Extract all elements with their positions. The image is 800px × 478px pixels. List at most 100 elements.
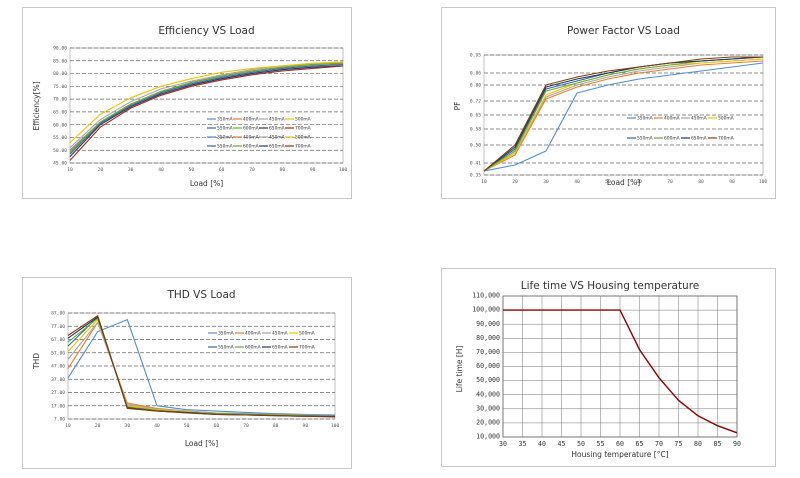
legend-label: 700mA (299, 345, 315, 351)
x-tick-label: 10 (67, 167, 73, 173)
y-tick-label: 27.00 (51, 390, 65, 396)
x-tick-label: 10 (65, 423, 71, 429)
legend-label: 450mA (272, 331, 288, 337)
legend-label: 600mA (245, 345, 261, 351)
x-tick-label: 100 (331, 423, 340, 429)
legend-label: 400mA (243, 135, 259, 141)
legend-label: 400mA (664, 116, 680, 122)
y-tick-label: 70,000 (476, 348, 500, 356)
y-tick-label: 10,000 (476, 433, 500, 441)
y-tick-label: 60.00 (53, 122, 67, 128)
y-tick-label: 40,000 (476, 390, 500, 398)
legend-label: 500mA (299, 331, 315, 337)
x-tick-label: 90 (303, 423, 309, 429)
y-tick-label: 0.72 (470, 99, 481, 105)
legend-label: 500mA (295, 117, 311, 123)
x-tick-label: 30 (499, 440, 507, 448)
x-tick-label: 50 (189, 167, 195, 173)
legend-label: 400mA (245, 331, 261, 337)
x-tick-label: 65 (636, 440, 644, 448)
lifetime-chart: 10,000 20,000 30,000 40,000 50,000 60,000 70,0… (455, 280, 741, 459)
series-line-650mA (483, 56, 764, 172)
x-tick-label: 80 (280, 167, 286, 173)
x-tick-label: 60 (616, 440, 624, 448)
y-tick-label: 60,000 (476, 362, 500, 370)
x-tick-label: 60 (219, 167, 225, 173)
x-tick-label: 70 (667, 179, 673, 185)
efficiency-chart-panel: 45.00 50.00 55.00 60.00 65.00 70.00 75.00 80.00… (22, 7, 352, 199)
y-tick-label: 87.00 (51, 311, 65, 317)
y-tick-label: 17.00 (51, 403, 65, 409)
legend-label: 450mA (269, 117, 285, 123)
y-tick-label: 90,000 (476, 320, 500, 328)
y-tick-label: 55.00 (53, 135, 67, 141)
y-tick-label: 90.00 (53, 46, 67, 52)
x-tick-label: 20 (95, 423, 101, 429)
power-factor-chart-panel: 0.35 0.41 0.50 0.58 0.65 0.72 0.80 0.86 0.95 10 20… (441, 7, 776, 199)
y-tick-label: 77.00 (51, 324, 65, 330)
y-tick-label: 70.00 (53, 97, 67, 103)
y-tick-label: 67.00 (51, 337, 65, 343)
series-line-350mA (483, 62, 764, 172)
chart-title: THD VS Load (166, 289, 235, 301)
x-tick-label: 100 (339, 167, 348, 173)
y-axis-label: Efficiency[%] (32, 81, 41, 130)
y-tick-label: 0.41 (470, 161, 481, 167)
series-line-550mA (69, 64, 344, 155)
y-tick-label: 7.00 (54, 417, 65, 423)
legend-label: 600mA (243, 126, 259, 132)
x-axis-label: Load [%] (185, 439, 218, 448)
y-tick-label: 45.00 (53, 161, 67, 167)
x-tick-label: 40 (158, 167, 164, 173)
y-tick-label: 0.65 (470, 113, 481, 119)
y-tick-label: 20,000 (476, 419, 500, 427)
y-tick-label: 37.00 (51, 377, 65, 383)
thd-chart: 7.00 17.00 27.00 37.00 47.00 57.00 67.00 77.00 8… (32, 289, 340, 448)
y-tick-label: 80,000 (476, 334, 500, 342)
y-tick-label: 30,000 (476, 404, 500, 412)
y-tick-label: 47.00 (51, 364, 65, 370)
lifetime-chart-panel: 10,000 20,000 30,000 40,000 50,000 60,000 70,0… (441, 268, 776, 467)
x-tick-label: 80 (694, 440, 702, 448)
legend-label: 350mA (217, 117, 233, 123)
y-tick-label: 0.58 (470, 127, 481, 133)
series-line-700mA (483, 56, 763, 172)
series-line-350mA (67, 319, 336, 416)
x-tick-label: 30 (125, 423, 131, 429)
x-tick-label: 80 (273, 423, 279, 429)
legend-label: 450mA (691, 116, 707, 122)
x-tick-label: 60 (214, 423, 220, 429)
legend-label: 500mA (718, 116, 734, 122)
y-tick-label: 50.00 (53, 148, 67, 154)
legend-label: 350mA (218, 331, 234, 337)
x-tick-label: 30 (543, 179, 549, 185)
efficiency-chart: 45.00 50.00 55.00 60.00 65.00 70.00 75.00 80.00… (32, 25, 348, 188)
x-tick-label: 40 (154, 423, 160, 429)
x-tick-label: 75 (675, 440, 683, 448)
legend-label: 600mA (243, 144, 259, 150)
x-tick-label: 70 (243, 423, 249, 429)
x-tick-label: 70 (655, 440, 663, 448)
x-tick-label: 90 (729, 179, 735, 185)
y-tick-label: 57.00 (51, 350, 65, 356)
x-tick-label: 30 (128, 167, 134, 173)
x-tick-label: 40 (538, 440, 546, 448)
x-tick-label: 50 (605, 179, 611, 185)
series-line-lifetime (503, 309, 738, 434)
legend-label: 650mA (691, 136, 707, 142)
legend-label: 700mA (295, 144, 311, 150)
legend-label: 650mA (272, 345, 288, 351)
x-tick-label: 20 (512, 179, 518, 185)
x-tick-label: 50 (577, 440, 585, 448)
x-axis-label: Housing temperature [°C] (571, 450, 668, 459)
power-factor-chart: 0.35 0.41 0.50 0.58 0.65 0.72 0.80 0.86 0.95 10 20… (453, 25, 767, 187)
x-tick-label: 55 (597, 440, 605, 448)
legend-label: 550mA (217, 126, 233, 132)
legend-label: 650mA (269, 126, 285, 132)
legend-label: 550mA (218, 345, 234, 351)
series-line-650mA (69, 65, 344, 157)
y-tick-label: 110,000 (472, 292, 500, 300)
y-tick-label: 85.00 (53, 58, 67, 64)
y-tick-label: 50,000 (476, 376, 500, 384)
legend-label: 500mA (295, 135, 311, 141)
